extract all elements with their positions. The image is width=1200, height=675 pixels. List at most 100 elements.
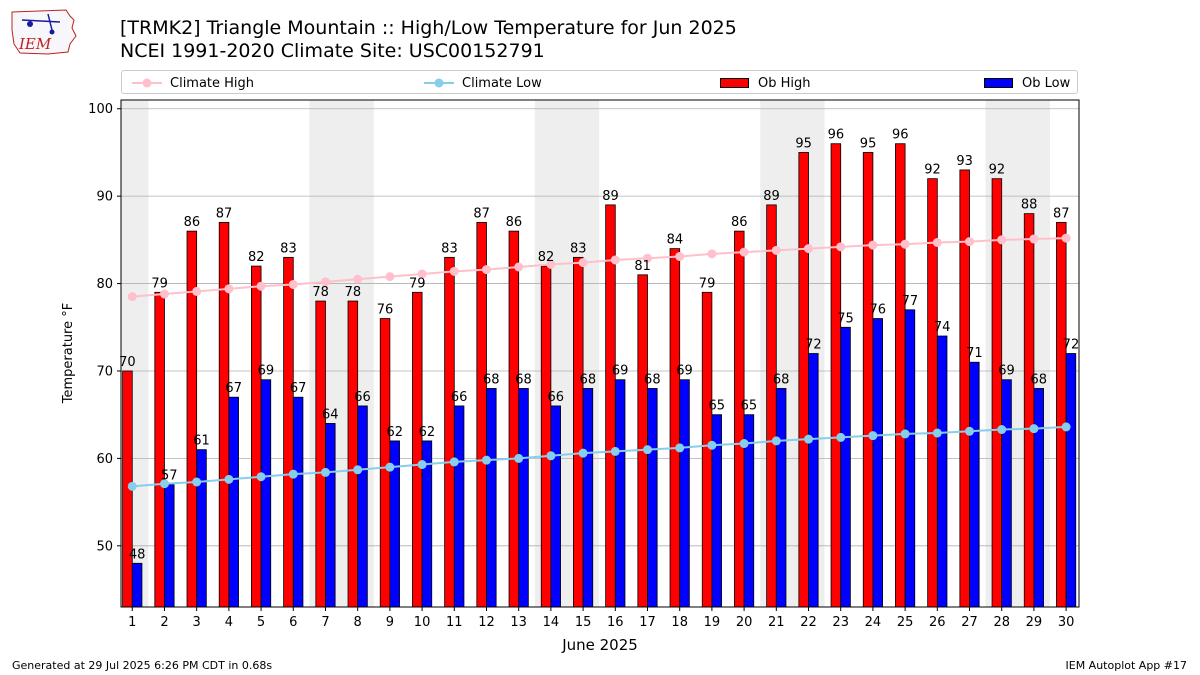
- ob-low-bar: [357, 405, 368, 608]
- legend-label-climate-low: Climate Low: [462, 75, 542, 91]
- climate-high-point: [610, 255, 620, 265]
- climate-low-point: [675, 443, 685, 453]
- climate-low-point: [1029, 424, 1039, 434]
- x-tick-label: 13: [510, 615, 527, 630]
- ob-low-label: 68: [580, 372, 597, 387]
- ob-high-label: 86: [506, 215, 523, 230]
- climate-low-point: [642, 445, 652, 455]
- x-tick-label: 29: [1026, 615, 1043, 630]
- ob-high-bar: [444, 256, 455, 608]
- x-tick-label: 21: [768, 615, 785, 630]
- ob-low-bar: [131, 562, 143, 608]
- ob-low-bar: [872, 318, 883, 608]
- climate-high-point: [159, 289, 169, 299]
- ob-high-label: 93: [956, 154, 973, 169]
- ob-low-bar: [679, 379, 690, 608]
- x-tick-label: 27: [961, 615, 978, 630]
- ob-low-label: 68: [644, 372, 661, 387]
- climate-low-point: [224, 474, 234, 484]
- ob-low-bar: [486, 388, 497, 608]
- ob-high-bar: [637, 274, 648, 608]
- climate-high-point: [514, 262, 524, 272]
- logo-text: IEM: [18, 35, 52, 53]
- climate-high-point: [804, 244, 814, 254]
- x-tick-label: 16: [607, 615, 624, 630]
- ob-high-bar: [251, 265, 262, 608]
- climate-low-point: [1061, 422, 1071, 432]
- climate-low-point: [385, 462, 395, 472]
- climate-low-point: [481, 455, 491, 465]
- ob-low-label: 77: [902, 294, 919, 309]
- ob-low-label: 62: [386, 425, 403, 440]
- ob-low-bar: [1065, 353, 1077, 608]
- ob-high-bar: [1056, 221, 1067, 608]
- climate-high-point: [127, 292, 137, 302]
- climate-low-line: [132, 425, 1067, 488]
- ob-low-label: 68: [483, 372, 500, 387]
- ob-low-label: 61: [193, 434, 210, 449]
- ob-low-bar: [614, 379, 626, 608]
- x-tick-label: 20: [736, 615, 753, 630]
- ob-low-label: 57: [161, 469, 178, 484]
- climate-high-point: [932, 237, 942, 247]
- climate-low-point: [965, 426, 975, 436]
- ob-low-label: 69: [998, 364, 1015, 379]
- ob-high-bar: [766, 204, 777, 608]
- ob-high-bar: [734, 230, 745, 608]
- x-tick-label: 6: [289, 615, 297, 630]
- plot-frame: [120, 99, 1080, 608]
- ob-low-label: 68: [773, 372, 790, 387]
- climate-low-point: [449, 457, 459, 467]
- x-tick-label: 26: [929, 615, 946, 630]
- ob-high-label: 78: [312, 285, 329, 300]
- ob-high-bar: [669, 248, 681, 608]
- ob-high-bar: [959, 169, 970, 608]
- climate-low-point: [610, 446, 620, 456]
- climate-low-point: [804, 434, 814, 444]
- climate-low-point: [771, 436, 781, 446]
- ob-low-swatch-icon: [984, 78, 1013, 88]
- ob-high-bar: [476, 221, 487, 608]
- climate-high-point: [642, 253, 652, 263]
- ob-low-bar: [808, 353, 819, 608]
- ob-high-label: 79: [151, 276, 168, 291]
- ob-high-bar: [798, 152, 809, 608]
- climate-high-point: [965, 237, 975, 247]
- ob-low-label: 48: [129, 547, 146, 562]
- y-tick-label: 80: [96, 277, 113, 292]
- climate-low-point: [707, 440, 717, 450]
- x-tick-label: 30: [1058, 615, 1075, 630]
- y-tick-label: 50: [96, 539, 113, 554]
- ob-low-bar: [164, 484, 175, 608]
- y-tick-label: 100: [88, 102, 113, 117]
- ob-high-bar: [412, 291, 423, 608]
- ob-low-label: 65: [708, 399, 725, 414]
- climate-low-marker-icon: [424, 78, 454, 88]
- climate-high-point: [997, 235, 1007, 245]
- ob-low-label: 66: [451, 390, 468, 405]
- ob-high-label: 83: [441, 241, 458, 256]
- ob-low-label: 75: [837, 311, 854, 326]
- ob-low-bar: [582, 388, 594, 608]
- y-tick-label: 70: [96, 364, 113, 379]
- ob-low-label: 64: [322, 407, 339, 422]
- climate-high-point: [675, 251, 685, 261]
- climate-high-line: [132, 237, 1067, 298]
- ob-high-label: 88: [1021, 198, 1038, 213]
- ob-high-bar: [218, 221, 230, 608]
- x-tick-label: 22: [800, 615, 817, 630]
- climate-high-point: [224, 284, 234, 294]
- ob-high-bar: [540, 265, 552, 608]
- climate-high-point: [449, 266, 459, 276]
- ob-high-label: 86: [731, 215, 748, 230]
- climate-low-point: [514, 453, 524, 463]
- climate-low-point: [868, 431, 878, 441]
- bar-value-labels: 70 48 79 57 86 61 87 67 82 69 83 67 78 64 78 66 76 62 79 62…: [119, 128, 1079, 563]
- climate-high-point: [771, 245, 781, 255]
- climate-low-point: [900, 429, 910, 439]
- climate-lines: [127, 233, 1071, 491]
- ob-low-label: 65: [741, 399, 758, 414]
- ob-high-label: 87: [1053, 206, 1070, 221]
